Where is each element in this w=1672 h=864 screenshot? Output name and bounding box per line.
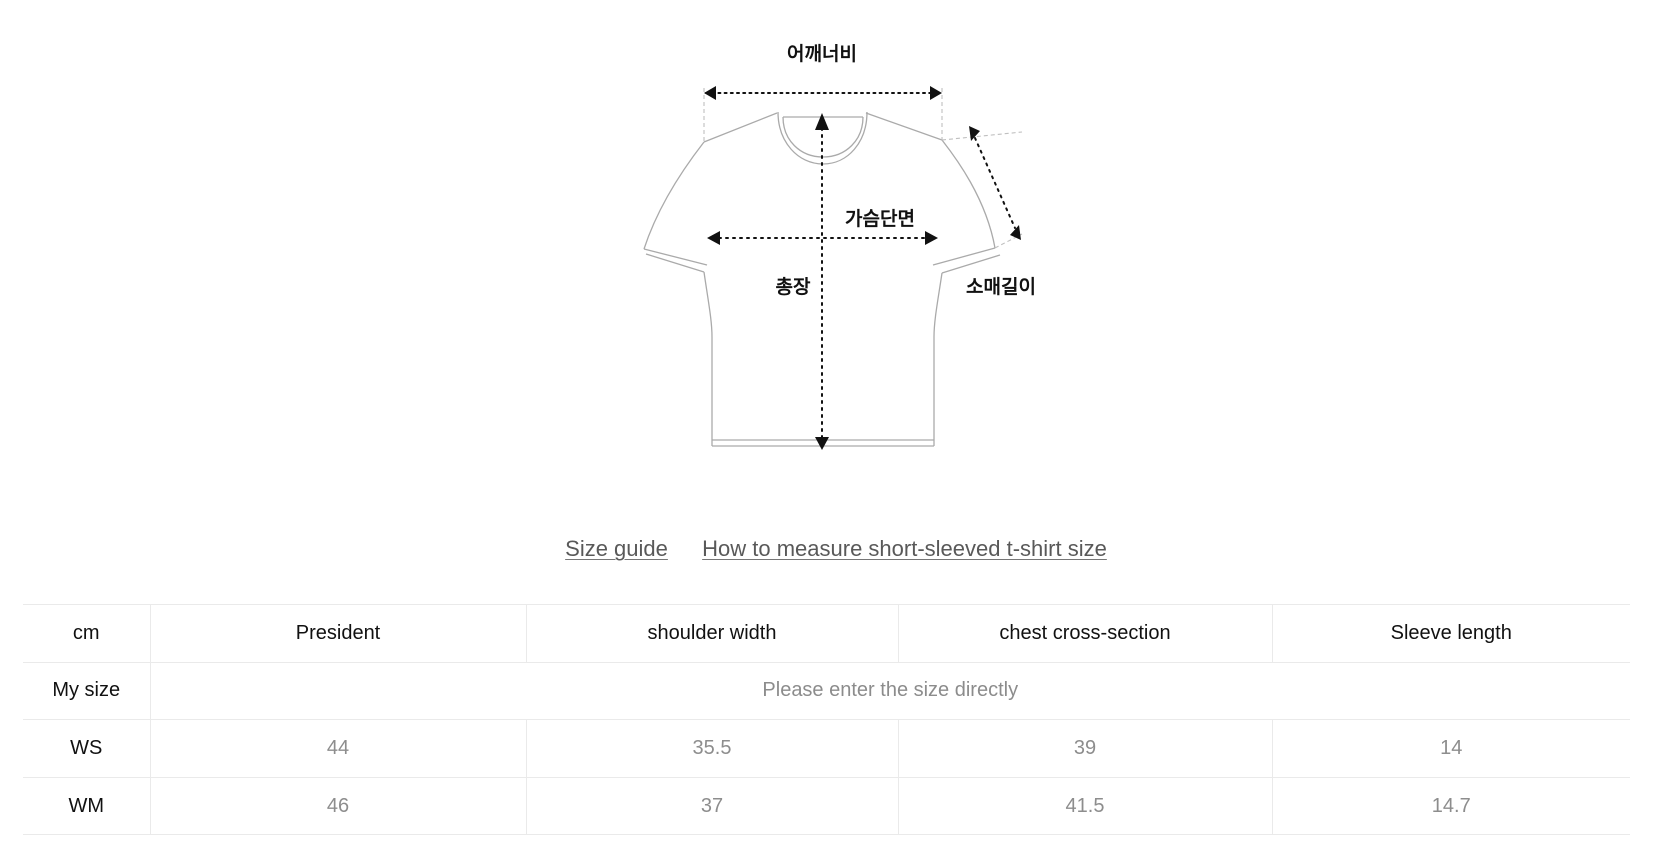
svg-text:가슴단면: 가슴단면 xyxy=(845,208,915,230)
svg-text:소매길이: 소매길이 xyxy=(966,276,1036,298)
svg-text:어깨너비: 어깨너비 xyxy=(787,43,857,65)
svg-text:총장: 총장 xyxy=(776,276,811,298)
